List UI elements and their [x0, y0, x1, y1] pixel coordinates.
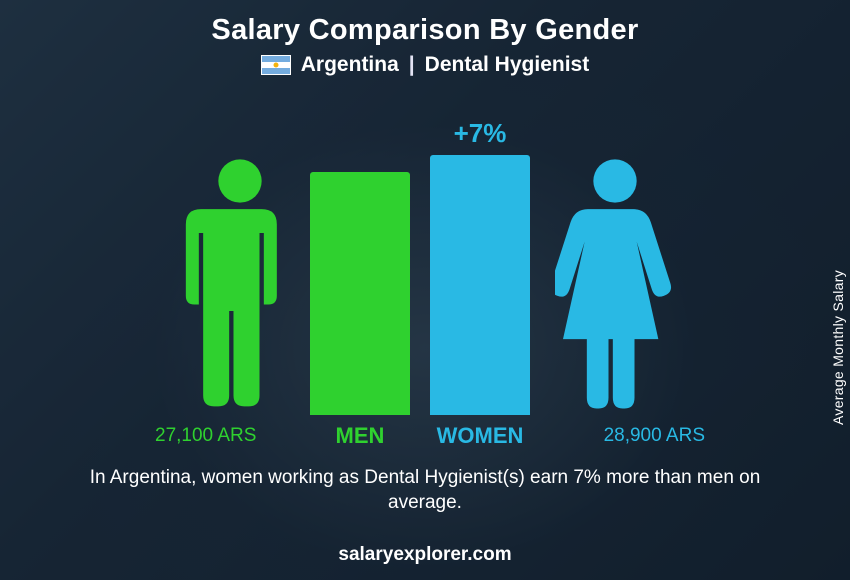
- male-icon: [185, 155, 295, 415]
- y-axis-label: Average Monthly Salary: [830, 270, 846, 425]
- infographic-root: Salary Comparison By Gender Argentina | …: [0, 0, 850, 580]
- page-title: Salary Comparison By Gender: [0, 0, 850, 47]
- men-bar-group: MEN: [310, 172, 410, 415]
- flag-argentina-icon: [261, 55, 291, 75]
- women-salary: 28,900 ARS: [604, 425, 705, 447]
- subtitle-country: Argentina: [301, 53, 399, 77]
- female-icon: [555, 155, 675, 415]
- men-bar: [310, 172, 410, 415]
- footer-source: salaryexplorer.com: [0, 544, 850, 566]
- women-pct: +7%: [430, 118, 530, 149]
- subtitle-occupation: Dental Hygienist: [425, 53, 590, 77]
- men-figure: 27,100 ARS: [185, 155, 295, 415]
- chart-area: Average Monthly Salary 27,100 ARS MEN +7…: [0, 85, 850, 455]
- men-label: MEN: [310, 423, 410, 449]
- women-label: WOMEN: [430, 423, 530, 449]
- men-salary: 27,100 ARS: [155, 425, 256, 447]
- caption-text: In Argentina, women working as Dental Hy…: [0, 465, 850, 516]
- women-bar: [430, 155, 530, 415]
- subtitle-row: Argentina | Dental Hygienist: [0, 53, 850, 77]
- women-bar-group: +7% WOMEN: [430, 155, 530, 415]
- subtitle-separator: |: [409, 53, 415, 77]
- women-figure: 28,900 ARS: [555, 155, 675, 415]
